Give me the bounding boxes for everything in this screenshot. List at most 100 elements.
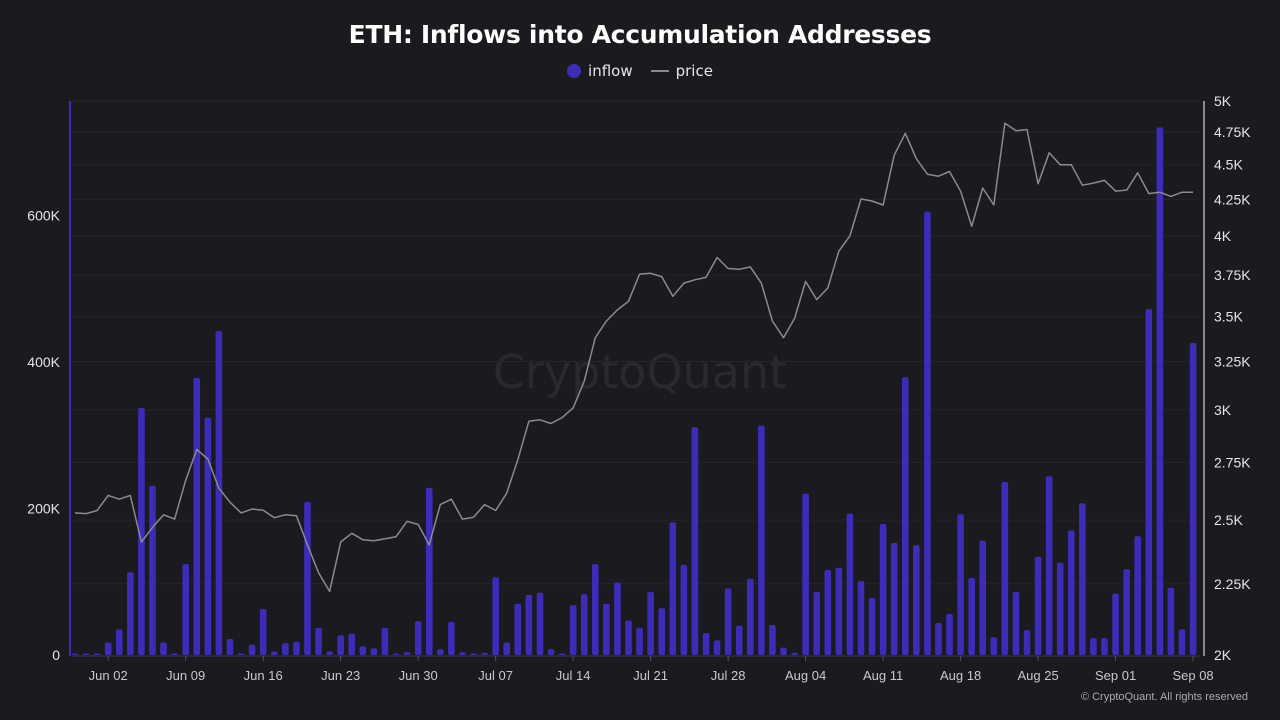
inflow-swatch-icon <box>567 64 582 78</box>
inflow-bar <box>824 569 832 655</box>
inflow-bar <box>348 633 356 655</box>
inflow-bar <box>315 627 322 655</box>
left-axis-tick-label: 0 <box>52 647 60 663</box>
inflow-bar <box>746 578 754 655</box>
inflow-bar <box>459 652 466 655</box>
inflow-bar <box>492 577 499 655</box>
inflow-bar <box>437 649 444 655</box>
inflow-bar <box>381 627 389 655</box>
inflow-bar <box>1023 630 1031 655</box>
inflow-bar <box>791 652 798 655</box>
inflow-bar <box>802 493 809 655</box>
chart-title: ETH: Inflows into Accumulation Addresses <box>348 20 932 49</box>
right-axis-tick-label: 4K <box>1214 228 1232 244</box>
legend: inflow price <box>0 62 1280 80</box>
inflow-bar <box>901 377 909 655</box>
x-axis-tick-label: Aug 18 <box>940 668 981 683</box>
inflow-bar <box>182 564 189 655</box>
legend-label-inflow: inflow <box>588 62 633 80</box>
inflow-bar <box>724 588 732 655</box>
inflow-bar <box>481 652 488 655</box>
inflow-bar <box>304 501 311 655</box>
x-axis-tick-label: Jun 30 <box>399 668 438 683</box>
right-axis-tick-label: 4.5K <box>1214 157 1243 173</box>
legend-item-price[interactable]: price <box>650 62 713 80</box>
x-axis-tick-label: Sep 01 <box>1095 668 1136 683</box>
legend-item-inflow[interactable]: inflow <box>567 62 633 80</box>
inflow-bar <box>282 643 289 655</box>
inflow-bar <box>1112 593 1119 655</box>
inflow-bar <box>603 603 610 655</box>
inflow-bar <box>990 637 998 655</box>
inflow-bar <box>470 653 477 655</box>
inflow-bar <box>924 211 931 655</box>
x-axis-tick-label: Jun 23 <box>321 668 360 683</box>
inflow-bar <box>569 605 577 655</box>
right-axis-tick-label: 4.25K <box>1214 191 1251 207</box>
inflow-bar <box>591 564 599 655</box>
left-axis-tick-label: 200K <box>27 500 60 516</box>
inflow-bar <box>658 608 666 655</box>
right-axis-tick-label: 2K <box>1214 647 1232 663</box>
inflow-bar <box>625 620 632 655</box>
inflow-bar <box>979 540 987 655</box>
inflow-bar <box>248 644 256 655</box>
right-axis-tick-label: 3.75K <box>1214 267 1251 283</box>
right-axis-tick-label: 2.5K <box>1214 512 1243 528</box>
inflow-bar <box>138 408 145 655</box>
inflow-bar <box>259 608 267 655</box>
inflow-bar <box>868 597 876 655</box>
left-axis-tick-label: 600K <box>27 207 60 223</box>
inflow-bar <box>270 651 278 655</box>
inflow-bar <box>769 624 776 655</box>
inflow-bar <box>1134 536 1142 655</box>
inflow-bar <box>1056 562 1064 655</box>
inflow-bar <box>547 649 555 655</box>
inflow-bar <box>1068 530 1075 655</box>
inflow-bar <box>713 640 721 655</box>
right-axis-tick-label: 3.25K <box>1214 353 1251 369</box>
inflow-bar <box>680 564 688 655</box>
inflow-bar <box>414 621 422 655</box>
inflow-bar <box>580 594 588 655</box>
inflow-bar <box>215 331 223 655</box>
x-axis-tick-label: Aug 11 <box>863 668 903 683</box>
inflow-bar <box>127 572 134 655</box>
x-axis-tick-label: Aug 25 <box>1017 668 1058 683</box>
right-axis-tick-label: 3K <box>1214 402 1232 418</box>
right-axis-tick-label: 3.5K <box>1214 309 1243 325</box>
inflow-bar <box>425 487 433 655</box>
inflow-bar <box>326 651 333 655</box>
inflow-bar <box>115 629 123 655</box>
x-axis-tick-label: Jul 21 <box>633 668 668 683</box>
inflow-bar <box>636 627 643 655</box>
price-swatch-icon <box>650 70 669 72</box>
right-axis-tick-label: 2.75K <box>1214 454 1251 470</box>
x-axis-tick-label: Jul 07 <box>478 668 513 683</box>
inflow-bar <box>957 514 964 655</box>
inflow-bar <box>536 592 544 655</box>
inflow-bar <box>204 417 212 655</box>
inflow-bar <box>1012 591 1020 655</box>
inflow-bar <box>171 653 178 655</box>
inflow-bar <box>1034 556 1042 655</box>
inflow-bar <box>403 652 411 655</box>
inflow-bar <box>780 647 787 655</box>
inflow-bar <box>1001 482 1009 655</box>
inflow-bar <box>104 642 112 655</box>
inflow-bar <box>514 603 522 655</box>
x-axis-tick-label: Sep 08 <box>1172 668 1213 683</box>
inflow-bar <box>835 567 843 655</box>
inflow-bar <box>448 622 455 655</box>
inflow-bar <box>758 425 765 655</box>
inflow-bar <box>968 578 975 655</box>
inflow-bar <box>890 542 898 655</box>
x-axis-tick-label: Jul 14 <box>556 668 591 683</box>
price-line <box>74 122 1194 593</box>
inflow-bar <box>1167 587 1175 655</box>
inflow-bar <box>226 638 234 655</box>
inflow-bar <box>525 594 533 655</box>
x-axis-tick-label: Jun 09 <box>166 668 205 683</box>
inflow-bar <box>359 646 367 655</box>
